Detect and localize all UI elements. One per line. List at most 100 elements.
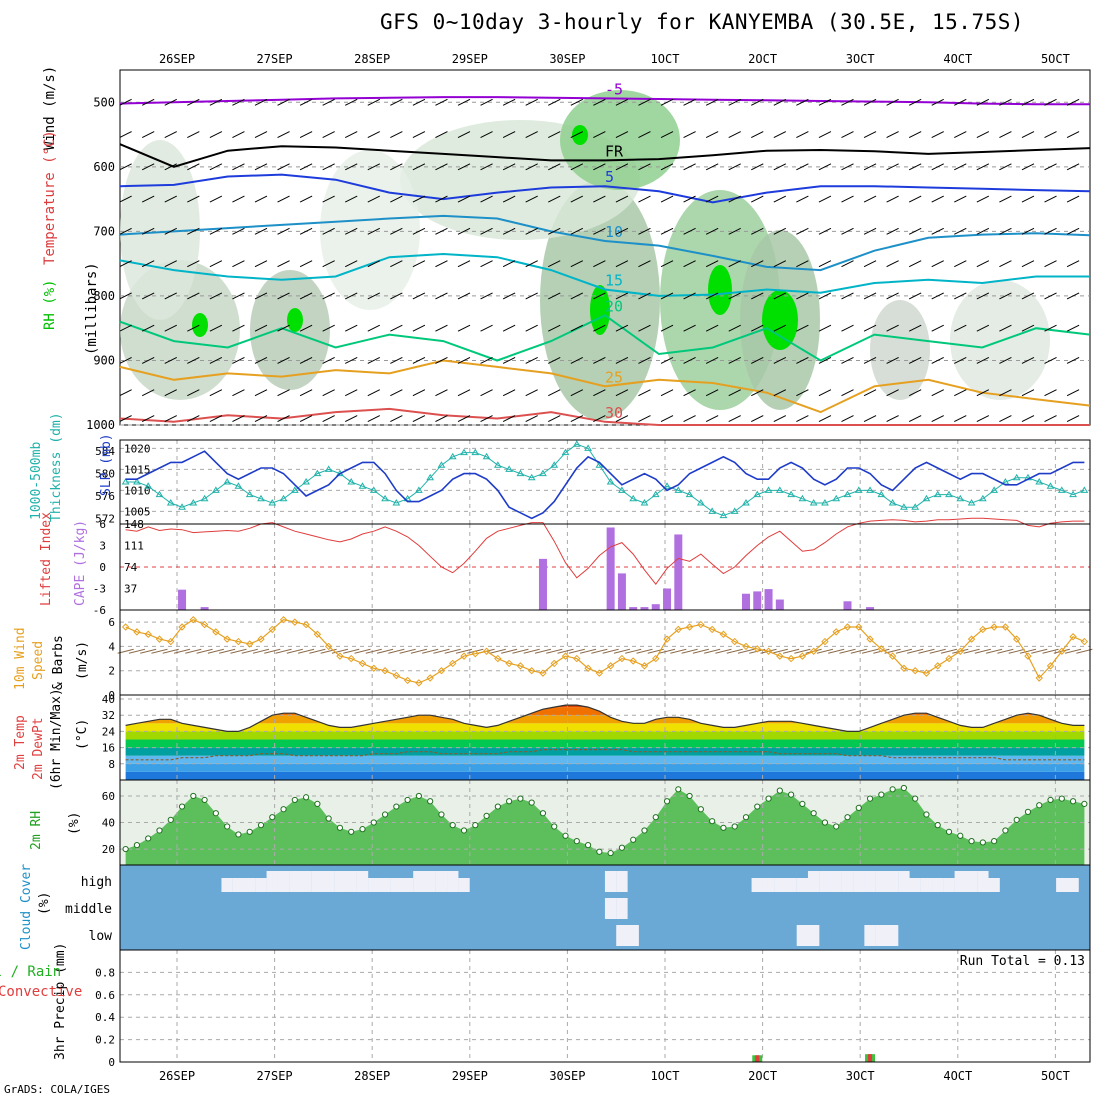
wind-barb	[1021, 195, 1035, 203]
rh-high-shade	[572, 125, 588, 145]
slp-point	[279, 494, 288, 502]
wind-speed-point	[403, 676, 412, 685]
xsec-ytick: 900	[93, 353, 115, 367]
wind-barb	[480, 324, 493, 332]
date-label-bottom: 3OCT	[846, 1069, 875, 1083]
contour-label: 30	[605, 404, 623, 422]
slp-point	[572, 440, 581, 447]
rh-point	[584, 841, 592, 849]
wind-barb	[344, 131, 358, 138]
wind-barb-10m	[264, 648, 281, 654]
wind-barb	[705, 131, 719, 138]
cloud-cell	[774, 878, 786, 892]
wind-speed-point	[302, 620, 310, 629]
wind-speed-line	[125, 619, 1085, 684]
wind-speed-point	[787, 654, 795, 663]
slp-point	[1080, 486, 1089, 493]
wind-barb	[954, 163, 967, 171]
rh-shade	[870, 300, 930, 400]
cloud-cell	[413, 871, 425, 892]
wind-speed-point	[415, 679, 423, 687]
wind-barb	[999, 163, 1012, 171]
temperature-contour	[119, 96, 1090, 106]
wind-barb	[322, 357, 335, 364]
wind-barb	[322, 131, 335, 138]
slp-point	[189, 499, 198, 506]
cloud-cell	[841, 871, 854, 892]
cloud-cell	[616, 871, 628, 892]
rh-shade	[950, 280, 1050, 400]
wind-barb	[705, 389, 719, 397]
wind-barb	[141, 98, 155, 106]
wind-barb	[209, 389, 223, 397]
cape-bar	[663, 588, 672, 610]
wind-barb	[638, 195, 651, 203]
slp-point	[730, 507, 739, 514]
slp-point	[809, 499, 818, 506]
wind-barb	[277, 389, 290, 397]
slp-point	[843, 490, 852, 498]
wind-barb-10m	[219, 648, 236, 654]
wind-barb	[638, 324, 651, 332]
temp-band	[125, 763, 1085, 772]
wind-barb-10m	[489, 648, 506, 654]
rh-point	[133, 841, 141, 849]
slp-point	[990, 486, 999, 493]
wind-barb	[367, 98, 381, 106]
wind-barb	[164, 98, 177, 106]
wind-barb	[570, 163, 584, 171]
wind-barb	[751, 389, 764, 397]
wind-speed-point	[234, 637, 243, 646]
rh-point	[833, 823, 840, 830]
wind-speed-point	[336, 652, 344, 660]
xsec-ytick: 1000	[86, 418, 115, 432]
rh-point	[483, 812, 490, 819]
wind-barb	[412, 163, 426, 171]
contour-label: 20	[605, 297, 623, 315]
wind-barb	[841, 357, 854, 364]
wind-speed-point	[708, 625, 716, 634]
temperature-contour	[119, 214, 1091, 272]
slp-point	[933, 490, 942, 498]
wind-barb-10m	[523, 648, 540, 654]
temperature-contour	[119, 173, 1091, 204]
wind-barb	[931, 98, 944, 106]
wind-barb	[773, 195, 787, 203]
slp-point	[753, 490, 762, 498]
wind-barb	[548, 163, 561, 171]
wind-barb	[457, 163, 471, 171]
temp-ylabel-2: 2m DewPt	[31, 717, 46, 780]
wind-speed-point	[1046, 662, 1055, 670]
wind-speed-point	[268, 625, 276, 634]
wind-barb	[638, 415, 651, 422]
wind-barb	[683, 260, 696, 268]
precip-ylabel: 3hr Precip (mm)	[53, 943, 68, 1060]
rh-point	[438, 811, 445, 818]
wind-barb-10m	[140, 648, 157, 654]
wind-barb	[1066, 389, 1080, 397]
series-line	[125, 443, 1085, 517]
wind-speed-point	[437, 667, 446, 675]
wind-barb-10m	[320, 648, 337, 654]
wind-barb	[1021, 357, 1035, 364]
wind-barb-10m	[636, 648, 653, 654]
wind-barb-10m	[297, 648, 315, 654]
wind-barb	[525, 163, 538, 171]
wind-barb-10m	[151, 648, 168, 654]
rh-point	[280, 806, 287, 813]
wind-barb	[164, 131, 177, 138]
cloud-cell	[616, 898, 628, 919]
wind-barb	[141, 195, 155, 203]
slp-point	[200, 494, 209, 502]
wind-barb	[412, 195, 426, 203]
rh-point	[269, 814, 276, 821]
wind-barb-10m	[388, 648, 405, 654]
wind-barb	[818, 227, 832, 235]
cloud-cell	[920, 878, 933, 892]
cloud-ylabel-2: (%)	[37, 892, 52, 915]
wind-barb	[1021, 415, 1035, 422]
wind-barb	[751, 415, 764, 422]
wind-barb	[548, 195, 561, 203]
wind-speed-point	[967, 635, 976, 643]
date-label-top: 30SEP	[549, 52, 585, 66]
